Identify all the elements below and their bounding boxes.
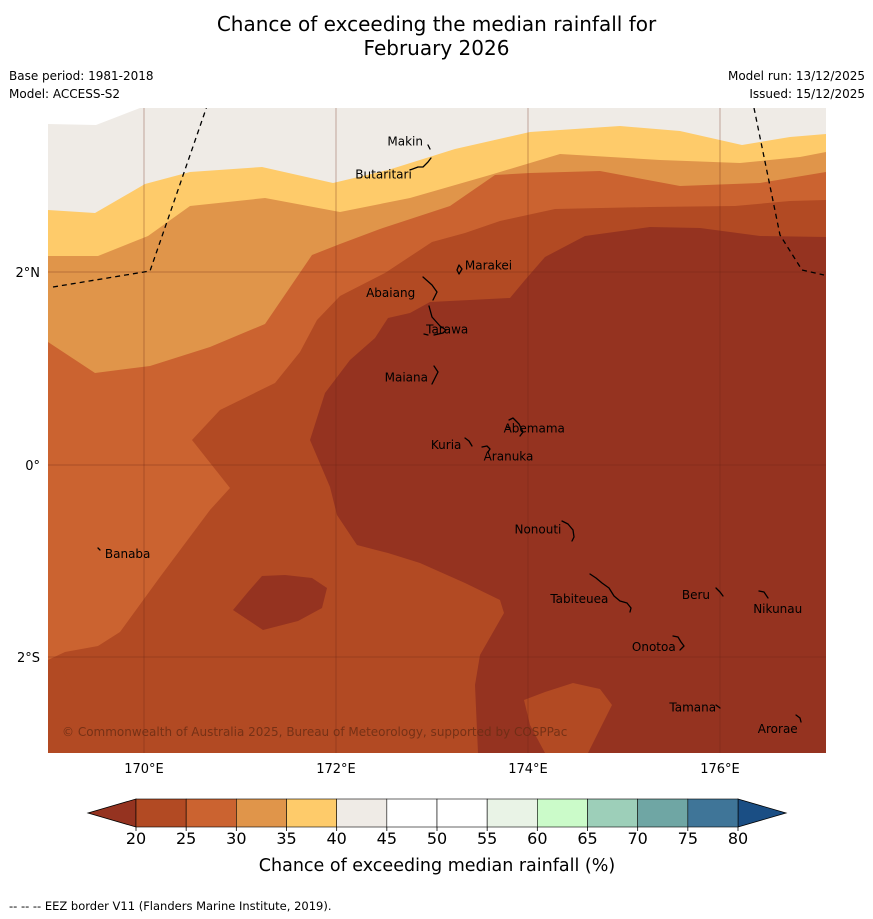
zone-under-20 [310, 227, 826, 753]
butaritari-outline [409, 157, 432, 171]
place-label-tabiteuea: Tabiteuea [549, 592, 608, 606]
colorbar-segment-30-35 [236, 798, 287, 828]
copyright-notice: © Commonwealth of Australia 2025, Bureau… [62, 725, 567, 739]
colorbar-tick-label-50: 50 [427, 829, 447, 848]
meta-left: Base period: 1981-2018 Model: ACCESS-S2 [9, 67, 154, 103]
colorbar-tick-label-45: 45 [377, 829, 397, 848]
nikunau-outline [758, 590, 769, 599]
colorbar-tick-label-55: 55 [477, 829, 497, 848]
colorbar-segment-75-80 [687, 798, 739, 828]
rainfall-probability-map: Makin Butaritari Marakei Abaiang Tarawa Maian… [48, 108, 826, 753]
zone-under-20-island [233, 575, 327, 630]
colorbar: 20 25 30 35 40 45 50 55 60 65 70 75 80 [86, 798, 788, 848]
place-label-kuria: Kuria [431, 438, 462, 452]
colorbar-tick-label-35: 35 [276, 829, 296, 848]
colorbar-segment-55-60 [486, 798, 538, 828]
colorbar-over-arrow [737, 798, 788, 828]
place-label-arorae: Arorae [758, 722, 798, 736]
colorbar-tick-label-80: 80 [728, 829, 748, 848]
place-label-abemama: Abemama [504, 422, 565, 436]
nonouti-outline [561, 520, 575, 542]
colorbar-tick-label-30: 30 [226, 829, 246, 848]
title-line-1: Chance of exceeding the median rainfall … [216, 12, 657, 36]
colorbar-segment-65-70 [587, 798, 638, 828]
kuria-outline [464, 437, 473, 447]
makin-outline [427, 144, 431, 150]
onotoa-outline [672, 635, 685, 651]
place-label-beru: Beru [682, 588, 710, 602]
colorbar-segment-20-25 [135, 798, 187, 828]
lat-label-2s: 2°S [17, 651, 40, 666]
lon-label-174e: 174°E [508, 762, 548, 777]
colorbar-under-arrow [86, 798, 137, 828]
issued-date: Issued: 15/12/2025 [749, 87, 865, 101]
tarawa-outline [423, 305, 447, 336]
place-label-nikunau: Nikunau [753, 602, 802, 616]
abaiang-outline [422, 276, 438, 301]
place-label-abaiang: Abaiang [366, 286, 415, 300]
island-outlines [97, 144, 802, 723]
zone-20-25-southwest [48, 660, 75, 720]
colorbar-segment-70-75 [637, 798, 689, 828]
colorbar-tick-label-65: 65 [577, 829, 597, 848]
place-label-makin: Makin [387, 135, 423, 149]
colorbar-segment-35-40 [286, 798, 337, 828]
grid-lines [48, 108, 826, 753]
title-line-2: February 2026 [363, 36, 510, 60]
base-period: Base period: 1981-2018 [9, 69, 154, 83]
colorbar-segment-60-65 [537, 798, 588, 828]
place-label-banaba: Banaba [105, 547, 151, 561]
eez-border-east [753, 108, 825, 276]
colorbar-label: Chance of exceeding median rainfall (%) [259, 856, 615, 876]
abemama-outline [506, 417, 524, 437]
aranuka-outline [481, 445, 491, 453]
place-label-nonouti: Nonouti [514, 523, 561, 537]
colorbar-segment-45-50 [386, 798, 438, 828]
model-run: Model run: 13/12/2025 [727, 69, 865, 83]
arorae-outline [795, 714, 802, 723]
axis-labels: 170°E 172°E 174°E 176°E 2°N 0° 2°S [16, 266, 740, 777]
lon-label-172e: 172°E [316, 762, 356, 777]
colorbar-segment-50-55 [436, 798, 488, 828]
meta-right: Model run: 13/12/2025 Issued: 15/12/2025 [728, 67, 865, 103]
colorbar-tick-label-75: 75 [678, 829, 698, 848]
colorbar-tick-label-70: 70 [627, 829, 647, 848]
banaba-outline [97, 547, 101, 551]
maiana-outline [431, 365, 439, 385]
tamana-outline [715, 704, 721, 709]
model-name: Model: ACCESS-S2 [9, 87, 121, 101]
lon-label-170e: 170°E [124, 762, 164, 777]
tabiteuea-outline [589, 573, 632, 613]
colorbar-tick-label-40: 40 [326, 829, 346, 848]
place-labels: Makin Butaritari Marakei Abaiang Tarawa Maian… [105, 135, 802, 736]
marakei-outline [456, 264, 463, 275]
place-label-marakei: Marakei [465, 259, 512, 273]
colorbar-segment-40-45 [336, 798, 388, 828]
beru-outline [715, 587, 724, 597]
map-title: Chance of exceeding the median rainfall … [0, 12, 873, 60]
lat-label-2n: 2°N [16, 266, 41, 281]
colorbar-tick-label-20: 20 [126, 829, 146, 848]
lat-label-0: 0° [25, 459, 40, 474]
place-label-tamana: Tamana [668, 701, 716, 715]
place-label-butaritari: Butaritari [355, 168, 412, 182]
place-label-tarawa: Tarawa [425, 322, 468, 336]
place-label-aranuka: Aranuka [484, 450, 534, 464]
place-label-maiana: Maiana [385, 371, 428, 385]
colorbar-tick-label-60: 60 [527, 829, 547, 848]
eez-footnote: -- -- -- EEZ border V11 (Flanders Marine… [9, 899, 332, 913]
lon-label-176e: 176°E [700, 762, 740, 777]
colorbar-tick-label-25: 25 [176, 829, 196, 848]
place-label-onotoa: Onotoa [632, 640, 676, 654]
colorbar-segment-25-30 [185, 798, 237, 828]
